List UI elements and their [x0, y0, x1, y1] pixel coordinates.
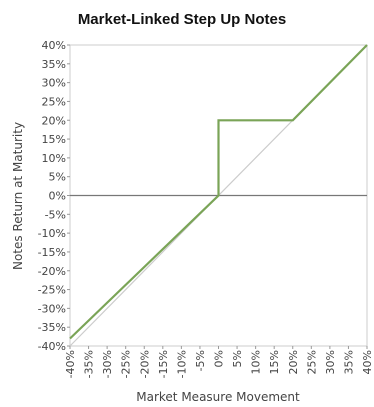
x-tick-label: 10% [250, 350, 263, 374]
y-tick-label: -35% [38, 321, 66, 334]
x-axis-label: Market Measure Movement [136, 390, 300, 404]
y-tick-label: -40% [38, 340, 66, 353]
x-tick-label: 35% [342, 350, 355, 374]
x-tick-label: 0% [213, 350, 226, 367]
y-tick-label: 15% [42, 133, 66, 146]
x-tick-label: 25% [305, 350, 318, 374]
y-tick-label: -30% [38, 302, 66, 315]
x-tick-label: -15% [157, 350, 170, 378]
x-tick-label: -20% [138, 350, 151, 378]
y-tick-label: 0% [49, 190, 66, 203]
tick-marks [67, 44, 368, 349]
x-tick-label: -5% [194, 350, 207, 371]
x-tick-label: 30% [324, 350, 337, 374]
y-tick-label: -15% [38, 246, 66, 259]
y-tick-label: 35% [42, 58, 66, 71]
y-tick-label: -10% [38, 227, 66, 240]
x-tick-label: 15% [268, 350, 281, 374]
y-tick-label: -5% [45, 208, 66, 221]
y-tick-label: 10% [42, 152, 66, 165]
y-tick-label: -25% [38, 284, 66, 297]
x-tick-label: -35% [83, 350, 96, 378]
x-tick-label: -30% [101, 350, 114, 378]
y-tick-label: 25% [42, 95, 66, 108]
y-tick-label: 30% [42, 77, 66, 90]
x-tick-label: 5% [231, 350, 244, 367]
chart-title: Market-Linked Step Up Notes [78, 11, 286, 28]
y-tick-label: 40% [42, 39, 66, 52]
y-tick-label: 5% [49, 171, 66, 184]
y-tick-labels: 40% 35% 30% 25% 20% 15% 10% 5% 0% -5% -10% -15% -20%… [38, 39, 66, 353]
x-tick-label: 20% [287, 350, 300, 374]
chart-lines [69, 44, 368, 347]
y-axis-label: Notes Return at Maturity [11, 122, 25, 270]
x-tick-label: -25% [120, 350, 133, 378]
notes-return-line [69, 44, 368, 340]
x-tick-label: 40% [361, 350, 374, 374]
x-tick-label: -40% [64, 350, 77, 378]
x-tick-label: -10% [175, 350, 188, 378]
y-tick-label: -20% [38, 265, 66, 278]
x-tick-labels: -40% -35% -30% -25% -20% -15% -10% -5% 0% 5% 10% 15… [64, 350, 374, 378]
y-tick-label: 20% [42, 114, 66, 127]
